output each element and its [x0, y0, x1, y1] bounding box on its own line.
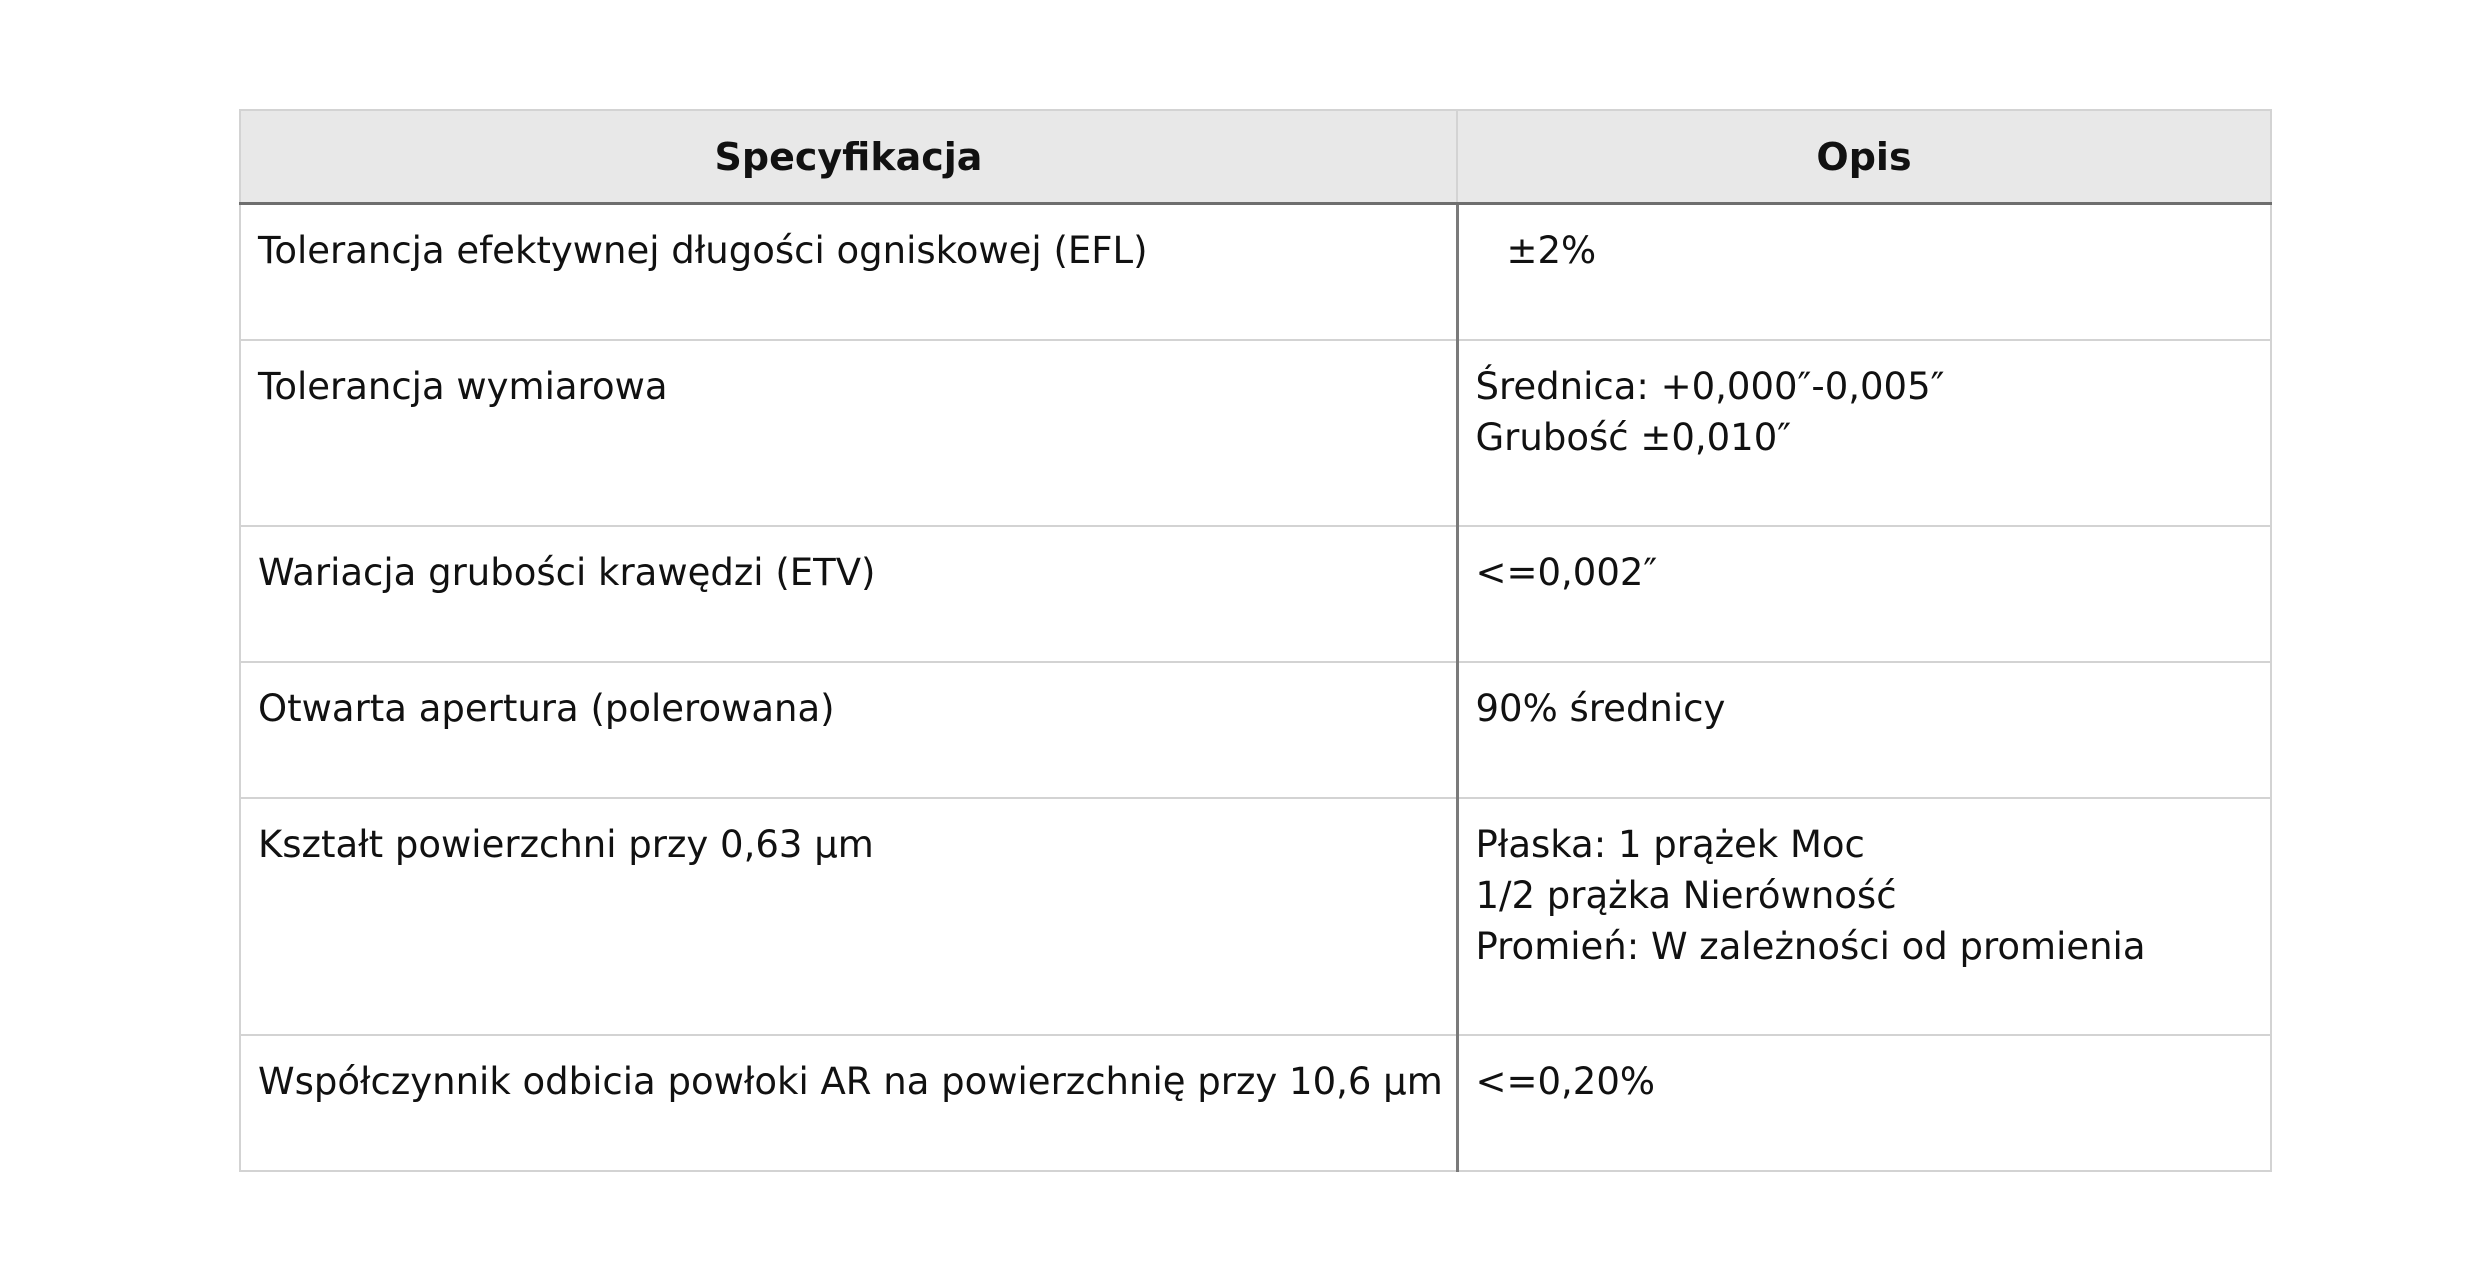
column-header-specification: Specyfikacja: [239, 109, 1458, 205]
table-row: Kształt powierzchni przy 0,63 µm Płaska:…: [239, 796, 2272, 1036]
desc-line: Grubość ±0,010″: [1475, 415, 1792, 459]
spec-cell: Wariacja grubości krawędzi (ETV): [239, 524, 1459, 663]
desc-cell: <=0,20%: [1455, 1033, 2272, 1172]
table-header: Specyfikacja Opis: [239, 109, 2272, 205]
desc-line: <=0,20%: [1475, 1059, 1656, 1103]
desc-line: Płaska: 1 prążek Moc: [1475, 822, 1865, 866]
column-header-description: Opis: [1456, 109, 2272, 205]
spec-cell: Tolerancja wymiarowa: [239, 338, 1459, 527]
desc-cell: Średnica: +0,000″-0,005″ Grubość ±0,010″: [1455, 338, 2272, 527]
desc-line: <=0,002″: [1475, 550, 1658, 594]
spec-cell: Otwarta apertura (polerowana): [239, 660, 1459, 799]
spec-cell: Tolerancja efektywnej długości ogniskowe…: [239, 202, 1459, 341]
table-row: Wariacja grubości krawędzi (ETV) <=0,002…: [239, 524, 2272, 663]
desc-line: Średnica: +0,000″-0,005″: [1475, 364, 1945, 408]
spec-cell: Współczynnik odbicia powłoki AR na powie…: [239, 1033, 1459, 1172]
desc-line: Promień: W zależności od promienia: [1475, 924, 2146, 968]
table-row: Otwarta apertura (polerowana) 90% średni…: [239, 660, 2272, 799]
desc-line: ±2%: [1506, 229, 1597, 272]
table-row: Tolerancja efektywnej długości ogniskowe…: [239, 202, 2272, 341]
desc-line: 1/2 prążka Nierówność: [1475, 873, 1897, 917]
desc-line: 90% średnicy: [1475, 686, 1726, 730]
desc-cell: ±2%: [1455, 202, 2272, 341]
table-body: Tolerancja efektywnej długości ogniskowe…: [239, 202, 2272, 1172]
desc-cell: Płaska: 1 prążek Moc 1/2 prążka Nierówno…: [1455, 796, 2272, 1036]
table-row: Tolerancja wymiarowa Średnica: +0,000″-0…: [239, 338, 2272, 527]
specification-table: Specyfikacja Opis Tolerancja efektywnej …: [239, 109, 2272, 1172]
desc-cell: 90% średnicy: [1455, 660, 2272, 799]
table-header-row: Specyfikacja Opis: [239, 109, 2272, 205]
desc-cell: <=0,002″: [1455, 524, 2272, 663]
spec-cell: Kształt powierzchni przy 0,63 µm: [239, 796, 1459, 1036]
table-row: Współczynnik odbicia powłoki AR na powie…: [239, 1033, 2272, 1172]
